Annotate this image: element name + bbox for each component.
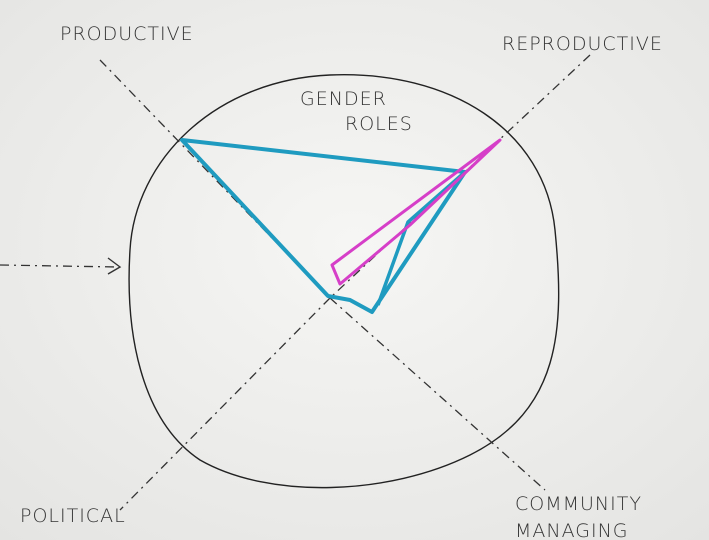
arrow-line [0, 264, 119, 268]
title-line: ROLES [345, 113, 413, 135]
axis-label: PRODUCTIVE [60, 23, 194, 45]
magenta-profile [330, 138, 502, 286]
axis-label: MANAGING [515, 520, 629, 540]
axis-community [329, 297, 546, 491]
blue-profile-inner [376, 170, 467, 306]
blue-profile [180, 138, 467, 314]
axis-political [119, 297, 331, 511]
axis-label: POLITICAL [20, 505, 126, 527]
arrow-head [107, 257, 122, 275]
outer-circle [128, 74, 560, 489]
axis-label: REPRODUCTIVE [502, 33, 663, 55]
axis-label: COMMUNITY [515, 493, 642, 515]
title-line: GENDER [300, 88, 387, 110]
